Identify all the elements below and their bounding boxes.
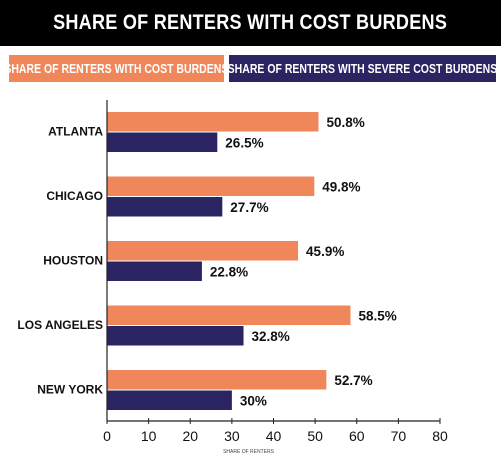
- bar-atlanta-severe-cost-burdens: [107, 132, 218, 152]
- x-tick-label-30: 30: [224, 428, 240, 444]
- x-tick-label-40: 40: [266, 428, 282, 444]
- chart-title: SHARE OF RENTERS WITH COST BURDENS: [53, 11, 448, 34]
- bar-atlanta-cost-burdens: [107, 112, 319, 132]
- legend-label-severe-cost-burdens: SHARE OF RENTERS WITH SEVERE COST BURDEN…: [227, 61, 498, 76]
- category-label-chicago: CHICAGO: [46, 189, 103, 203]
- value-label-atlanta-cost-burdens: 50.8%: [326, 115, 364, 130]
- value-label-chicago-severe-cost-burdens: 27.7%: [230, 200, 268, 215]
- x-tick-label-50: 50: [307, 428, 323, 444]
- x-tick-label-60: 60: [349, 428, 365, 444]
- bar-los-angeles-cost-burdens: [107, 305, 351, 325]
- value-label-los-angeles-cost-burdens: 58.5%: [359, 308, 397, 323]
- bar-houston-severe-cost-burdens: [107, 261, 202, 281]
- value-label-houston-cost-burdens: 45.9%: [306, 244, 344, 259]
- bar-los-angeles-severe-cost-burdens: [107, 326, 244, 346]
- category-label-los-angeles: LOS ANGELES: [17, 318, 103, 332]
- x-tick-label-20: 20: [182, 428, 198, 444]
- x-tick-label-80: 80: [432, 428, 448, 444]
- bar-chicago-cost-burdens: [107, 176, 315, 196]
- value-label-houston-severe-cost-burdens: 22.8%: [210, 264, 248, 279]
- x-tick-label-70: 70: [391, 428, 407, 444]
- bar-new-york-cost-burdens: [107, 370, 327, 390]
- bar-houston-cost-burdens: [107, 241, 299, 261]
- value-label-los-angeles-severe-cost-burdens: 32.8%: [252, 329, 290, 344]
- value-label-new-york-cost-burdens: 52.7%: [334, 373, 372, 388]
- chart-title-bar: SHARE OF RENTERS WITH COST BURDENS: [0, 0, 501, 46]
- value-label-new-york-severe-cost-burdens: 30%: [240, 393, 267, 408]
- bar-chicago-severe-cost-burdens: [107, 197, 223, 217]
- x-axis-title: SHARE OF RENTERS: [223, 449, 275, 455]
- category-label-atlanta: ATLANTA: [48, 125, 103, 139]
- legend-item-cost-burdens: SHARE OF RENTERS WITH COST BURDENS: [4, 55, 229, 82]
- x-tick-label-10: 10: [141, 428, 157, 444]
- value-label-chicago-cost-burdens: 49.8%: [322, 179, 360, 194]
- category-label-houston: HOUSTON: [43, 254, 103, 268]
- value-label-atlanta-severe-cost-burdens: 26.5%: [225, 135, 263, 150]
- legend-label-cost-burdens: SHARE OF RENTERS WITH COST BURDENS: [4, 61, 229, 76]
- category-label-new-york: NEW YORK: [37, 383, 103, 397]
- legend-item-severe-cost-burdens: SHARE OF RENTERS WITH SEVERE COST BURDEN…: [227, 55, 498, 82]
- x-tick-label-0: 0: [103, 428, 111, 444]
- bar-new-york-severe-cost-burdens: [107, 390, 232, 410]
